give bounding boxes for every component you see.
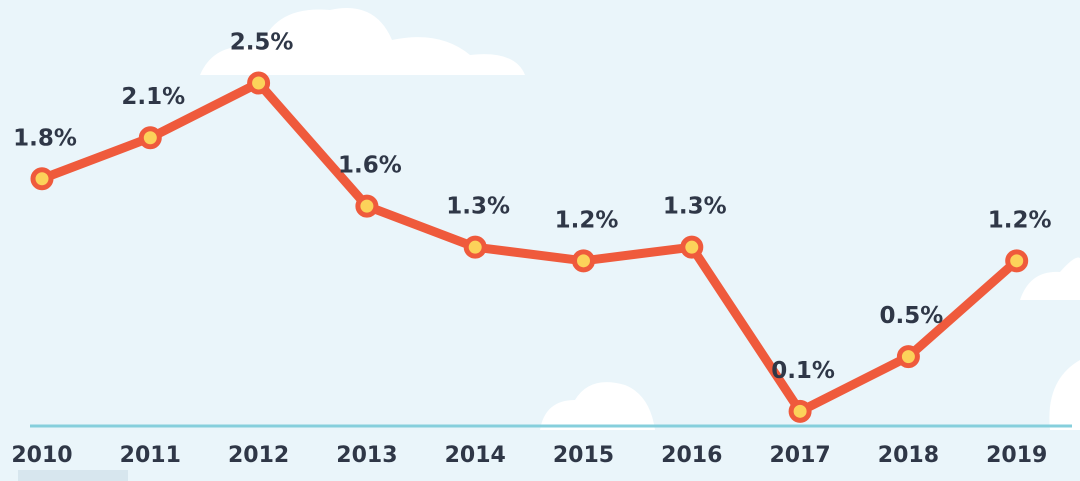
x-tick-label: 2012 — [228, 443, 289, 468]
x-tick-label: 2014 — [445, 443, 506, 468]
value-label: 0.1% — [771, 358, 835, 384]
data-point — [572, 249, 595, 273]
data-point — [30, 167, 54, 191]
data-point — [138, 126, 162, 150]
data-point — [355, 194, 379, 218]
clouds — [18, 8, 1080, 481]
value-label: 2.5% — [230, 30, 294, 56]
value-label: 2.1% — [121, 84, 185, 110]
data-point — [463, 235, 487, 259]
x-tick-label: 2018 — [878, 443, 939, 468]
value-label: 1.3% — [663, 194, 727, 220]
value-label: 1.2% — [555, 207, 619, 233]
data-point — [788, 399, 812, 423]
x-tick-label: 2011 — [120, 443, 181, 468]
x-tick-label: 2013 — [336, 443, 397, 468]
x-tick-label: 2010 — [11, 443, 72, 468]
data-point — [896, 345, 920, 369]
value-label: 1.3% — [446, 194, 510, 220]
value-label: 1.8% — [13, 125, 77, 151]
data-point — [680, 235, 704, 259]
data-point — [1005, 249, 1029, 273]
x-tick-label: 2019 — [986, 443, 1047, 468]
x-tick-label: 2015 — [553, 443, 614, 468]
x-tick-label: 2017 — [769, 443, 830, 468]
value-label: 0.5% — [880, 303, 944, 329]
data-line — [37, 78, 1022, 416]
data-point — [247, 71, 271, 95]
value-label: 1.2% — [988, 207, 1052, 233]
x-tick-label: 2016 — [661, 443, 722, 468]
value-label: 1.6% — [338, 153, 402, 179]
